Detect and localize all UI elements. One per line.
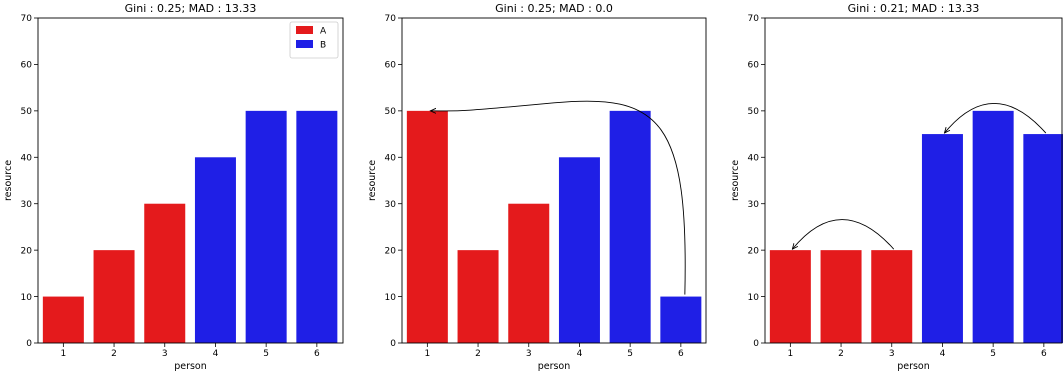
legend-swatch-B xyxy=(296,40,313,48)
bar-person-3 xyxy=(144,203,186,343)
plot-frame xyxy=(401,17,707,344)
y-axis-title: resource xyxy=(730,160,741,201)
y-tick-label: 10 xyxy=(385,293,397,303)
x-tick-label: 4 xyxy=(940,349,946,359)
x-tick-label: 3 xyxy=(162,349,168,359)
chart-panel-1: 0 10 20 30 40 50 60 70 1 2 3 4 5 6 person resource Gini … xyxy=(3,2,344,372)
x-axis-title: person xyxy=(897,361,930,372)
x-tick-label: 6 xyxy=(314,349,320,359)
bar-person-6 xyxy=(296,110,338,343)
bar-person-2 xyxy=(93,250,135,343)
x-tick-label: 6 xyxy=(678,349,684,359)
y-tick-label: 70 xyxy=(21,14,33,24)
y-tick-label: 10 xyxy=(748,293,760,303)
legend-label: A xyxy=(320,27,327,37)
x-tick-label: 5 xyxy=(990,349,996,359)
bar-person-1 xyxy=(406,110,448,343)
y-tick-label: 20 xyxy=(21,246,33,256)
bar-person-3 xyxy=(871,250,913,343)
x-tick-label: 1 xyxy=(60,349,66,359)
panel-title: Gini : 0.25; MAD : 13.33 xyxy=(125,2,257,15)
transfer-arrow-1 xyxy=(430,100,686,295)
y-tick-label: 0 xyxy=(26,339,32,349)
y-tick-label: 60 xyxy=(748,61,760,71)
bar-person-5 xyxy=(609,110,651,343)
y-tick-label: 20 xyxy=(748,246,760,256)
plot-frame xyxy=(764,17,1063,344)
y-tick-label: 60 xyxy=(385,61,397,71)
y-tick-label: 50 xyxy=(21,107,33,117)
y-tick-label: 20 xyxy=(385,246,397,256)
chart-panel-2: 0 10 20 30 40 50 60 70 1 2 3 4 5 6 person resource Gini … xyxy=(367,2,707,372)
x-tick-label: 4 xyxy=(213,349,219,359)
panel-title: Gini : 0.25; MAD : 0.0 xyxy=(495,2,613,15)
y-tick-label: 30 xyxy=(748,200,760,210)
x-tick-label: 6 xyxy=(1041,349,1047,359)
transfer-arrow-1 xyxy=(792,219,895,250)
y-tick-label: 50 xyxy=(748,107,760,117)
bar-person-5 xyxy=(245,110,287,343)
legend-label: B xyxy=(320,41,326,51)
y-tick-label: 40 xyxy=(748,153,760,163)
bar-person-6 xyxy=(1023,134,1063,343)
bar-person-1 xyxy=(42,296,84,343)
x-tick-label: 1 xyxy=(787,349,793,359)
x-tick-label: 2 xyxy=(838,349,844,359)
y-tick-label: 60 xyxy=(21,61,33,71)
y-tick-label: 70 xyxy=(748,14,760,24)
x-tick-label: 3 xyxy=(889,349,895,359)
x-tick-label: 5 xyxy=(627,349,633,359)
y-tick-label: 30 xyxy=(21,200,33,210)
bar-person-2 xyxy=(457,250,499,343)
panel-title: Gini : 0.21; MAD : 13.33 xyxy=(848,2,980,15)
plot-frame xyxy=(37,17,344,344)
x-tick-label: 5 xyxy=(263,349,269,359)
legend-swatch-A xyxy=(296,26,313,34)
legend: AB xyxy=(289,21,339,59)
x-axis-title: person xyxy=(538,361,571,372)
y-tick-label: 50 xyxy=(385,107,397,117)
chart-panel-3: 0 10 20 30 40 50 60 70 1 2 3 4 5 6 person resource Gini … xyxy=(730,2,1063,372)
y-axis-title: resource xyxy=(367,160,378,201)
bar-person-4 xyxy=(921,134,963,343)
y-tick-label: 70 xyxy=(385,14,397,24)
bar-person-2 xyxy=(820,250,862,343)
y-tick-label: 0 xyxy=(390,339,396,349)
y-tick-label: 10 xyxy=(21,293,33,303)
y-tick-label: 40 xyxy=(385,153,397,163)
bar-person-3 xyxy=(508,203,550,343)
y-tick-label: 0 xyxy=(753,339,759,349)
bar-person-1 xyxy=(769,250,811,343)
y-axis-title: resource xyxy=(3,160,14,201)
y-tick-label: 30 xyxy=(385,200,397,210)
x-tick-label: 3 xyxy=(526,349,532,359)
x-axis-title: person xyxy=(174,361,207,372)
x-tick-label: 1 xyxy=(424,349,430,359)
transfer-arrow-2 xyxy=(944,103,1047,133)
bar-person-4 xyxy=(558,157,600,343)
bar-person-6 xyxy=(660,296,702,343)
x-tick-label: 2 xyxy=(111,349,117,359)
x-tick-label: 2 xyxy=(475,349,481,359)
bar-person-5 xyxy=(972,110,1014,343)
bar-person-4 xyxy=(194,157,236,343)
y-tick-label: 40 xyxy=(21,153,33,163)
x-tick-label: 4 xyxy=(577,349,583,359)
